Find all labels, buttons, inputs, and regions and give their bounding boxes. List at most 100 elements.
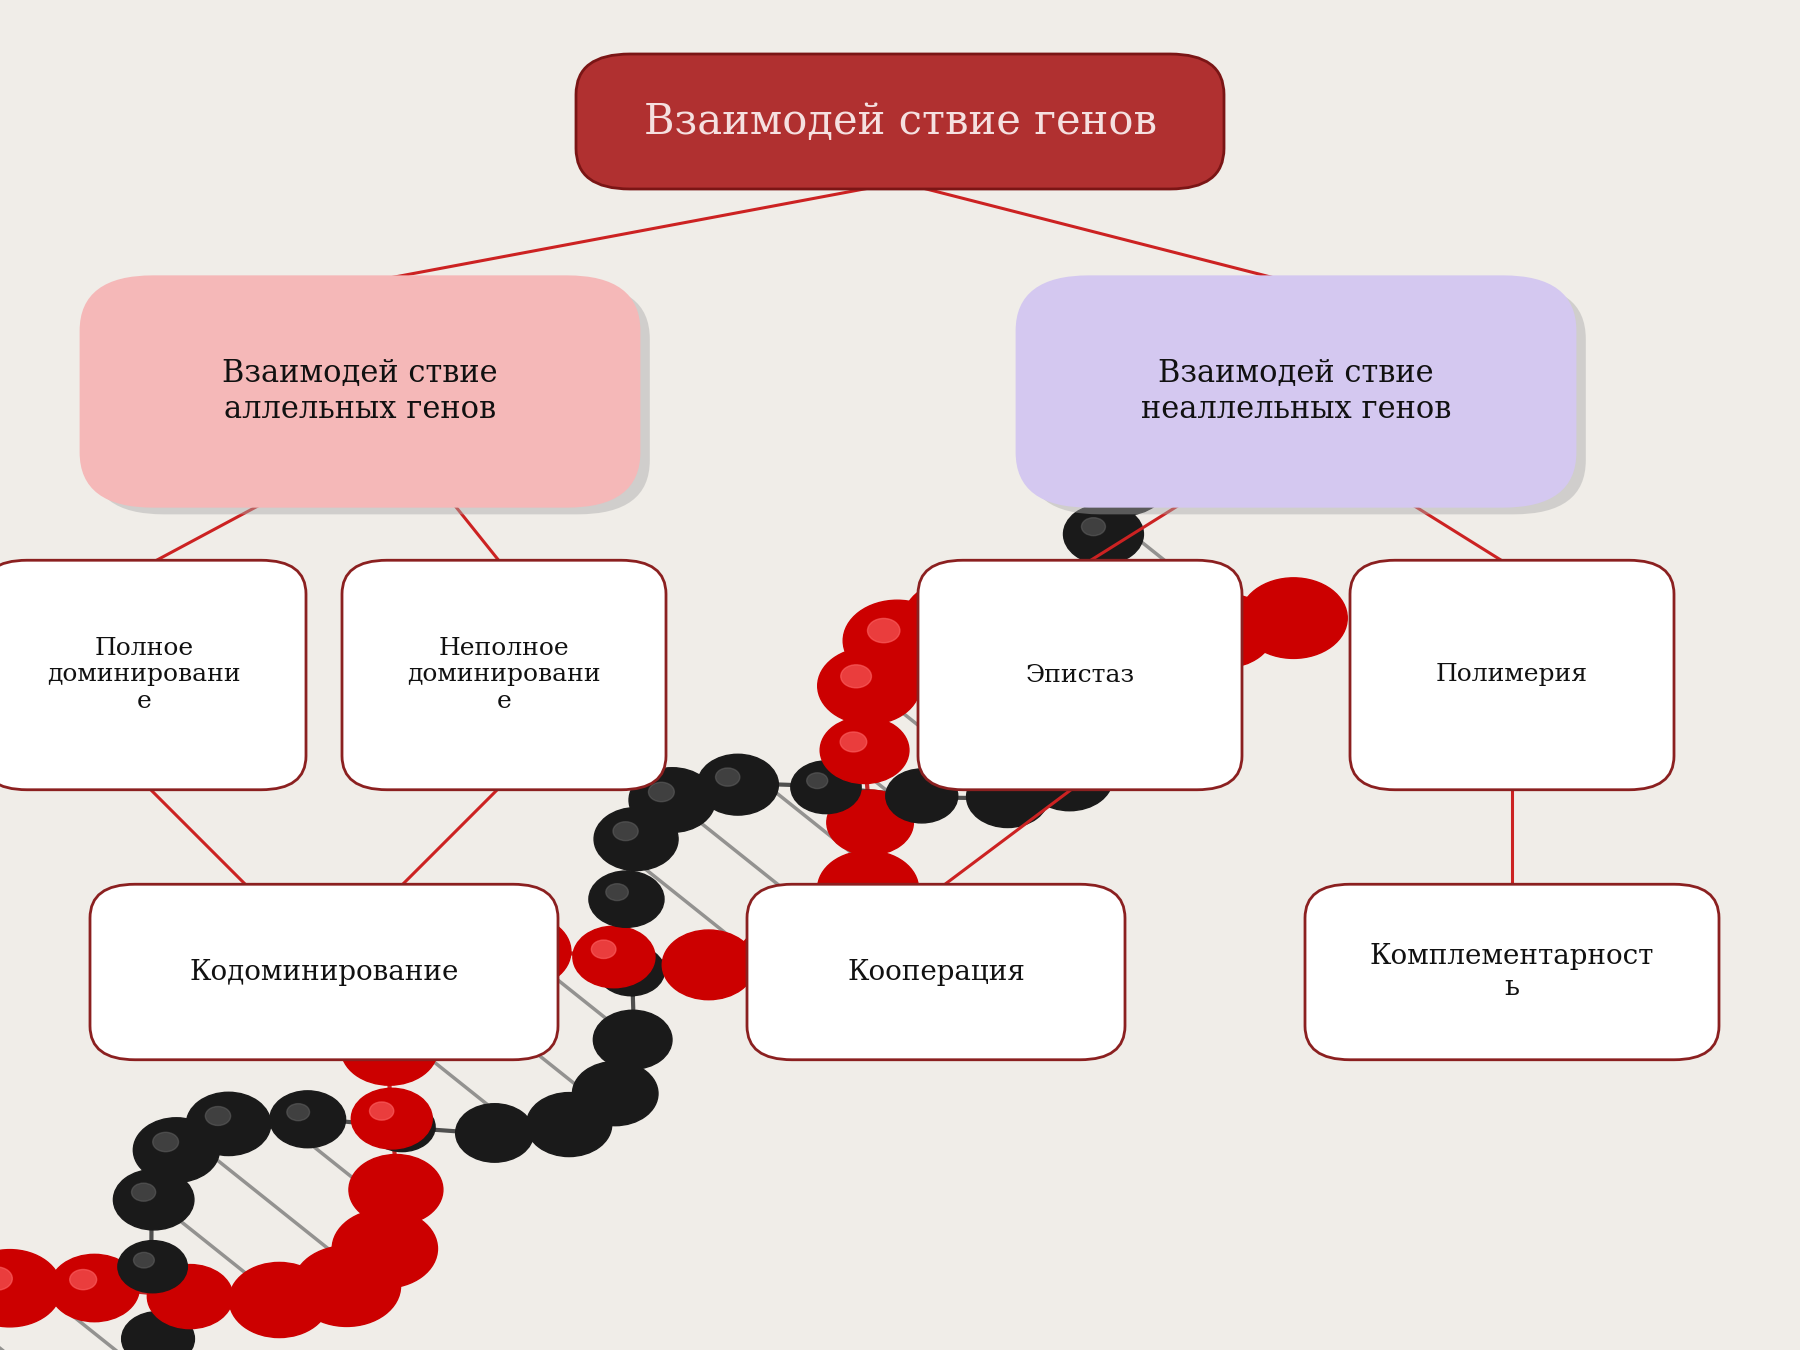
Circle shape (376, 972, 409, 996)
Circle shape (270, 1091, 346, 1148)
FancyBboxPatch shape (90, 884, 558, 1060)
Circle shape (886, 769, 958, 823)
Circle shape (473, 915, 571, 988)
Circle shape (904, 580, 1006, 659)
Circle shape (113, 1169, 194, 1230)
Circle shape (333, 1210, 437, 1288)
Circle shape (70, 1269, 97, 1289)
Circle shape (572, 1061, 659, 1126)
Text: Комплементарност
ь: Комплементарност ь (1370, 942, 1654, 1002)
Circle shape (572, 926, 655, 988)
Circle shape (286, 1104, 310, 1120)
Text: Полимерия: Полимерия (1436, 663, 1588, 687)
Circle shape (589, 871, 664, 927)
Circle shape (1102, 466, 1127, 485)
FancyBboxPatch shape (576, 54, 1224, 189)
Circle shape (806, 772, 828, 788)
Circle shape (419, 940, 452, 963)
Circle shape (994, 585, 1084, 652)
Circle shape (495, 931, 524, 953)
Circle shape (868, 618, 900, 643)
Circle shape (821, 717, 909, 783)
Circle shape (153, 1133, 178, 1152)
FancyBboxPatch shape (1028, 285, 1586, 514)
Circle shape (364, 1029, 392, 1050)
FancyBboxPatch shape (747, 884, 1125, 1060)
Circle shape (841, 732, 868, 752)
Circle shape (293, 1246, 401, 1327)
Circle shape (817, 850, 918, 926)
Circle shape (133, 1118, 220, 1183)
Circle shape (736, 922, 842, 1000)
Circle shape (353, 953, 459, 1034)
Circle shape (0, 1268, 13, 1291)
Circle shape (662, 930, 756, 1000)
Circle shape (148, 1265, 232, 1328)
Circle shape (594, 807, 679, 871)
Circle shape (648, 782, 675, 802)
Circle shape (369, 1102, 436, 1152)
FancyBboxPatch shape (1350, 560, 1674, 790)
FancyBboxPatch shape (81, 277, 639, 506)
Text: Кооперация: Кооперация (848, 958, 1024, 986)
Circle shape (349, 1154, 443, 1224)
Circle shape (133, 1253, 155, 1268)
Circle shape (122, 1312, 194, 1350)
Circle shape (841, 664, 871, 687)
Circle shape (1060, 705, 1143, 767)
Circle shape (697, 755, 778, 815)
Circle shape (340, 1012, 437, 1085)
Circle shape (1085, 587, 1105, 603)
Circle shape (351, 1088, 432, 1149)
Circle shape (1093, 595, 1175, 657)
Circle shape (598, 945, 664, 996)
Circle shape (1240, 578, 1346, 659)
Circle shape (614, 822, 639, 841)
FancyBboxPatch shape (1305, 884, 1719, 1060)
Circle shape (967, 765, 1049, 828)
Circle shape (1069, 576, 1138, 628)
Circle shape (0, 1250, 61, 1327)
Circle shape (628, 768, 715, 833)
FancyBboxPatch shape (342, 560, 666, 790)
Circle shape (49, 1254, 139, 1322)
Circle shape (790, 896, 898, 977)
Circle shape (790, 761, 860, 814)
FancyBboxPatch shape (1017, 277, 1575, 506)
Text: Взаимодей ствие
неаллельных генов: Взаимодей ствие неаллельных генов (1141, 358, 1451, 425)
Text: Взаимодей ствие генов: Взаимодей ствие генов (644, 100, 1156, 143)
Circle shape (1026, 747, 1112, 811)
Circle shape (526, 1092, 612, 1157)
Circle shape (117, 1241, 187, 1293)
Circle shape (229, 1262, 329, 1338)
Circle shape (1071, 647, 1145, 702)
Text: Кодоминирование: Кодоминирование (189, 958, 459, 986)
Circle shape (455, 1104, 533, 1162)
Circle shape (1064, 504, 1143, 564)
Circle shape (826, 790, 913, 855)
Circle shape (1175, 594, 1274, 668)
Circle shape (205, 1107, 230, 1126)
Circle shape (927, 598, 958, 621)
Circle shape (0, 1268, 4, 1349)
FancyBboxPatch shape (92, 285, 650, 514)
Circle shape (1082, 517, 1105, 536)
FancyBboxPatch shape (918, 560, 1242, 790)
Circle shape (396, 921, 502, 1002)
Text: Неполное
доминировани
е: Неполное доминировани е (407, 637, 601, 713)
Circle shape (187, 1092, 270, 1156)
Text: Эпистаз: Эпистаз (1026, 663, 1134, 687)
Circle shape (1013, 599, 1040, 620)
Circle shape (594, 1010, 671, 1069)
Circle shape (592, 940, 616, 958)
Text: Взаимодей ствие
аллельных генов: Взаимодей ствие аллельных генов (221, 358, 499, 425)
FancyBboxPatch shape (0, 560, 306, 790)
Circle shape (1082, 451, 1168, 516)
Text: Полное
доминировани
е: Полное доминировани е (47, 637, 241, 713)
Circle shape (131, 1183, 155, 1202)
Circle shape (842, 601, 950, 682)
Circle shape (607, 884, 628, 900)
Circle shape (369, 1102, 394, 1120)
Circle shape (817, 648, 920, 725)
Circle shape (716, 768, 740, 786)
